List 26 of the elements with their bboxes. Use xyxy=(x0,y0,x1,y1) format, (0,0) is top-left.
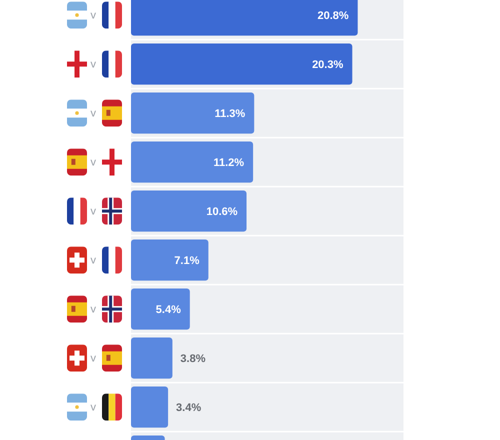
bar xyxy=(131,142,254,183)
bar xyxy=(131,44,352,85)
y-tick-label: v xyxy=(90,254,96,267)
y-tick-label: v xyxy=(90,304,96,316)
y-tick-label: v xyxy=(90,108,96,120)
data-label: 11.2% xyxy=(213,156,244,169)
bar xyxy=(131,288,190,330)
bar xyxy=(131,338,172,379)
data-label: 5.4% xyxy=(156,304,182,316)
y-tick-label: v xyxy=(90,156,96,169)
data-label: 20.3% xyxy=(312,58,344,71)
data-label: 20.8% xyxy=(318,10,349,22)
y-tick-label: v xyxy=(90,58,96,71)
y-tick-label: v xyxy=(90,206,96,218)
y-tick-label: v xyxy=(90,402,96,414)
data-label: 3.4% xyxy=(176,402,202,414)
data-label: 3.8% xyxy=(180,352,206,365)
bar xyxy=(131,92,254,134)
bar xyxy=(131,240,208,281)
data-label: 11.3% xyxy=(214,108,246,120)
y-tick-label: v xyxy=(90,10,96,22)
data-label: 10.6% xyxy=(206,206,238,218)
data-label: 7.1% xyxy=(174,254,200,267)
bar xyxy=(131,386,168,428)
y-tick-label: v xyxy=(90,352,96,365)
bar xyxy=(131,190,247,232)
